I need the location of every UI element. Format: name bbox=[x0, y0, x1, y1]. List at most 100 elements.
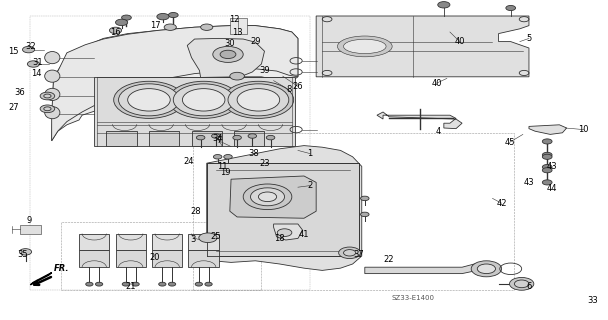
Circle shape bbox=[122, 15, 131, 20]
Text: 31: 31 bbox=[32, 58, 43, 67]
Circle shape bbox=[40, 92, 55, 100]
Bar bbox=[61, 222, 261, 290]
Text: 6: 6 bbox=[527, 282, 531, 291]
Polygon shape bbox=[187, 38, 264, 77]
Polygon shape bbox=[274, 224, 303, 240]
Text: 37: 37 bbox=[353, 250, 364, 259]
Circle shape bbox=[506, 5, 516, 11]
Polygon shape bbox=[192, 131, 222, 146]
Circle shape bbox=[157, 13, 169, 20]
Text: 4: 4 bbox=[435, 127, 440, 136]
Text: 24: 24 bbox=[183, 157, 194, 166]
Text: SZ33-E1400: SZ33-E1400 bbox=[392, 295, 435, 301]
Circle shape bbox=[168, 81, 239, 118]
Polygon shape bbox=[79, 250, 109, 267]
Polygon shape bbox=[149, 131, 179, 146]
Circle shape bbox=[542, 164, 552, 170]
Text: 9: 9 bbox=[27, 216, 32, 225]
Circle shape bbox=[168, 282, 176, 286]
Circle shape bbox=[514, 280, 529, 288]
Circle shape bbox=[237, 89, 280, 111]
Polygon shape bbox=[365, 264, 486, 274]
Circle shape bbox=[132, 282, 139, 286]
Circle shape bbox=[542, 154, 552, 159]
Text: 36: 36 bbox=[14, 88, 25, 97]
Text: 40: 40 bbox=[431, 79, 442, 88]
Polygon shape bbox=[188, 250, 219, 267]
Polygon shape bbox=[188, 234, 219, 250]
Text: 38: 38 bbox=[249, 149, 260, 158]
Circle shape bbox=[438, 2, 450, 8]
Text: 40: 40 bbox=[454, 37, 465, 46]
Circle shape bbox=[233, 135, 241, 140]
Circle shape bbox=[228, 84, 289, 116]
Text: 2: 2 bbox=[308, 181, 313, 190]
Circle shape bbox=[258, 192, 277, 202]
Text: 8: 8 bbox=[286, 85, 291, 94]
Circle shape bbox=[95, 282, 103, 286]
Circle shape bbox=[361, 212, 369, 217]
Circle shape bbox=[201, 24, 213, 30]
Circle shape bbox=[230, 72, 244, 80]
Polygon shape bbox=[94, 77, 295, 146]
Text: 16: 16 bbox=[110, 28, 121, 36]
Text: 44: 44 bbox=[547, 184, 558, 193]
Text: 45: 45 bbox=[504, 138, 515, 147]
Polygon shape bbox=[230, 176, 316, 218]
Circle shape bbox=[250, 188, 285, 206]
Circle shape bbox=[243, 184, 292, 210]
Polygon shape bbox=[152, 250, 182, 267]
Text: 35: 35 bbox=[18, 250, 29, 259]
Circle shape bbox=[248, 134, 257, 138]
Text: 7: 7 bbox=[216, 136, 221, 145]
Polygon shape bbox=[152, 234, 182, 250]
Ellipse shape bbox=[44, 88, 60, 100]
Circle shape bbox=[542, 152, 552, 157]
Text: 32: 32 bbox=[25, 42, 36, 51]
Circle shape bbox=[213, 155, 222, 159]
Text: 12: 12 bbox=[229, 15, 240, 24]
Text: 28: 28 bbox=[190, 207, 201, 216]
Circle shape bbox=[542, 139, 552, 144]
Circle shape bbox=[44, 94, 51, 98]
Polygon shape bbox=[106, 131, 137, 146]
Circle shape bbox=[212, 134, 220, 138]
Text: 1: 1 bbox=[308, 149, 313, 158]
Circle shape bbox=[223, 81, 294, 118]
Circle shape bbox=[40, 105, 55, 113]
Polygon shape bbox=[116, 234, 146, 250]
Polygon shape bbox=[52, 26, 298, 141]
Text: 41: 41 bbox=[299, 230, 309, 239]
Circle shape bbox=[542, 168, 552, 173]
Text: 34: 34 bbox=[212, 134, 223, 143]
Text: 23: 23 bbox=[259, 159, 270, 168]
Polygon shape bbox=[116, 250, 146, 267]
Polygon shape bbox=[207, 163, 359, 256]
Circle shape bbox=[224, 155, 232, 159]
Circle shape bbox=[22, 46, 35, 53]
Text: 43: 43 bbox=[523, 178, 534, 187]
Circle shape bbox=[168, 12, 178, 18]
Circle shape bbox=[277, 229, 292, 236]
Text: 27: 27 bbox=[8, 103, 19, 112]
Polygon shape bbox=[52, 26, 298, 141]
Text: 26: 26 bbox=[292, 82, 303, 91]
Circle shape bbox=[19, 249, 32, 255]
Circle shape bbox=[159, 282, 166, 286]
Bar bbox=[230, 18, 247, 34]
Circle shape bbox=[266, 135, 275, 140]
Circle shape bbox=[471, 261, 502, 277]
Circle shape bbox=[44, 107, 51, 111]
Ellipse shape bbox=[44, 70, 60, 82]
Text: 19: 19 bbox=[219, 168, 230, 177]
Circle shape bbox=[195, 282, 202, 286]
Polygon shape bbox=[207, 146, 362, 270]
Circle shape bbox=[339, 247, 361, 259]
Circle shape bbox=[109, 27, 122, 34]
Circle shape bbox=[477, 264, 496, 274]
Text: 10: 10 bbox=[578, 125, 589, 134]
Polygon shape bbox=[529, 125, 567, 134]
Text: FR.: FR. bbox=[54, 264, 69, 273]
Circle shape bbox=[510, 277, 534, 290]
Circle shape bbox=[114, 81, 184, 118]
